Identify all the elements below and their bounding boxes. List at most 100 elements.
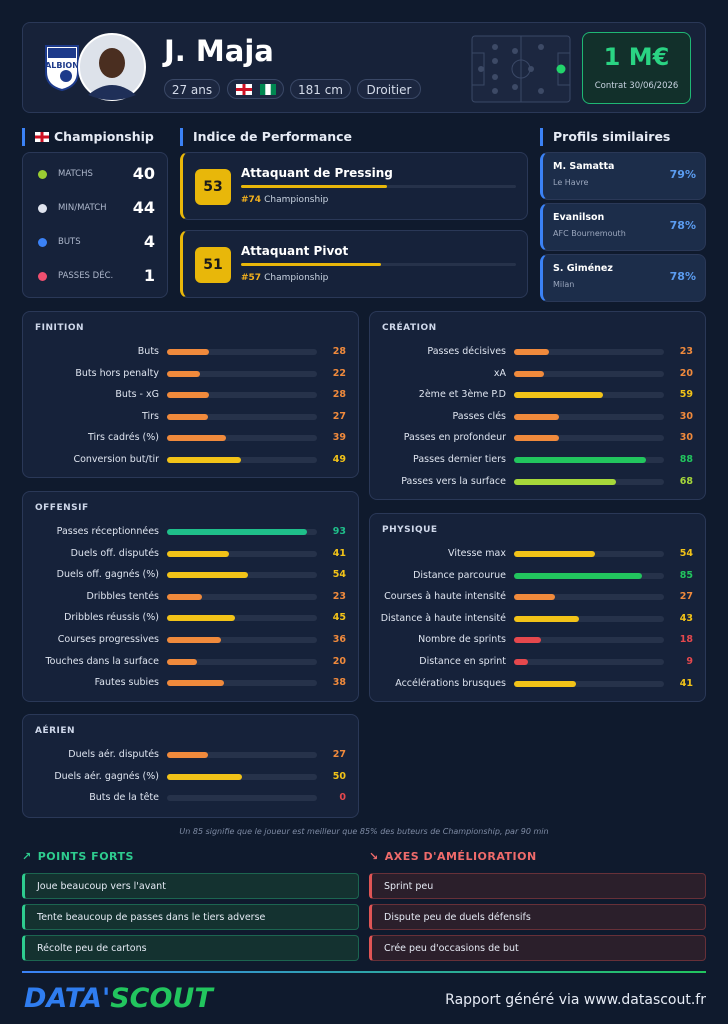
similar-card xyxy=(540,254,706,302)
section-title: FINITION xyxy=(35,323,85,333)
row-track xyxy=(167,752,317,758)
section-title: OFFENSIF xyxy=(35,503,89,513)
role-rank-line: #74 Championship xyxy=(241,195,328,205)
row-value: 54 xyxy=(332,569,346,581)
note: Un 85 signifie que le joueur est meilleu… xyxy=(179,827,549,836)
row-track xyxy=(167,457,317,463)
row-bar xyxy=(514,637,541,644)
row-track xyxy=(167,435,317,442)
row-label: 2ème et 3ème P.D xyxy=(418,389,506,401)
row-value: 18 xyxy=(679,634,693,646)
improvements-item: Sprint peu xyxy=(369,873,706,899)
row-track xyxy=(167,593,317,600)
row-value: 68 xyxy=(679,475,693,487)
row-value: 9 xyxy=(686,656,693,667)
row-label: Dribbles réussis (%) xyxy=(64,612,159,624)
row-label: Conversion but/tir xyxy=(73,454,159,465)
row-track xyxy=(514,413,664,420)
row-label: Courses à haute intensité xyxy=(384,591,506,603)
row-bar xyxy=(167,615,235,622)
section-card xyxy=(369,513,706,702)
row-bar xyxy=(514,478,616,485)
position-pitch xyxy=(471,35,571,103)
row-value: 28 xyxy=(332,346,346,357)
performance-title: Indice de Performance xyxy=(180,128,352,146)
logo: DATA'SCOUT xyxy=(24,983,213,1014)
stat-label: MATCHS xyxy=(58,169,93,179)
row-value: 30 xyxy=(679,432,693,444)
row-label: Distance à haute intensité xyxy=(380,612,506,624)
row-value: 59 xyxy=(679,389,693,401)
row-bar xyxy=(514,659,528,665)
strengths-item: Récolte peu de cartons xyxy=(22,935,359,961)
row-label: Touches dans la surface xyxy=(45,655,159,667)
league-header: Championship xyxy=(22,128,154,146)
row-label: Passes clés xyxy=(452,410,507,422)
row-label: Vitesse max xyxy=(448,548,506,559)
row-track xyxy=(514,680,664,687)
similar-title: Profils similaires xyxy=(540,128,670,146)
row-label: Distance parcourue xyxy=(413,569,506,581)
flags xyxy=(236,84,276,95)
row-label: Passes en profondeur xyxy=(403,432,506,444)
similar-pct: 78% xyxy=(669,219,696,232)
contract: Contrat 30/06/2026 xyxy=(594,81,679,91)
row-track xyxy=(167,413,317,420)
stat-label: PASSES DÉC. xyxy=(58,271,114,281)
row-value: 20 xyxy=(679,367,693,379)
row-bar xyxy=(514,572,642,579)
strengths-item: Joue beaucoup vers l'avant xyxy=(22,873,359,899)
row-value: 30 xyxy=(679,410,693,422)
row-bar xyxy=(167,349,209,355)
row-track xyxy=(167,773,317,780)
row-bar xyxy=(514,457,646,463)
role-score: 53 xyxy=(195,169,231,205)
row-value: 27 xyxy=(332,410,346,422)
row-value: 28 xyxy=(332,389,346,401)
row-track xyxy=(514,435,664,442)
row-track xyxy=(167,795,317,802)
row-label: Nombre de sprints xyxy=(418,634,506,646)
row-bar xyxy=(167,637,221,643)
role-rank-line: #57 Championship xyxy=(241,273,328,283)
row-value: 27 xyxy=(332,749,346,760)
similar-name: Evanilson xyxy=(553,212,605,223)
row-track xyxy=(167,392,317,399)
row-label: Buts de la tête xyxy=(89,792,159,804)
row-label: Passes réceptionnées xyxy=(56,526,159,537)
row-value: 23 xyxy=(679,346,693,357)
row-value: 85 xyxy=(679,569,693,581)
stat-icon xyxy=(38,238,47,247)
similar-club: Milan xyxy=(553,280,575,289)
improvements-title: AXES D'AMÉLIORATION xyxy=(384,850,537,863)
row-label: Accélérations brusques xyxy=(395,677,506,689)
row-label: Courses progressives xyxy=(57,634,159,645)
row-label: Passes vers la surface xyxy=(401,475,506,487)
row-value: 0 xyxy=(339,792,346,804)
row-track xyxy=(514,594,664,601)
player-name: J. Maja xyxy=(164,34,274,68)
row-label: Duels aér. gagnés (%) xyxy=(54,770,159,782)
row-bar xyxy=(167,550,229,557)
row-value: 45 xyxy=(332,612,346,624)
row-value: 27 xyxy=(679,591,693,603)
role-score: 51 xyxy=(195,247,231,283)
row-track xyxy=(514,637,664,644)
section-title: AÉRIEN xyxy=(35,726,76,736)
role-rank: #74 xyxy=(241,195,262,205)
role-name: Attaquant de Pressing xyxy=(241,166,393,180)
row-bar xyxy=(167,370,200,377)
row-track xyxy=(167,550,317,557)
row-track xyxy=(167,370,317,377)
role-bar xyxy=(241,185,387,188)
row-label: Buts xyxy=(137,346,159,357)
row-bar xyxy=(167,680,224,687)
stat-value: 4 xyxy=(143,232,155,251)
role-name: Attaquant Pivot xyxy=(241,244,349,258)
row-track xyxy=(514,615,664,622)
stat-value: 40 xyxy=(132,164,155,183)
row-bar xyxy=(514,594,555,601)
row-bar xyxy=(167,773,242,780)
